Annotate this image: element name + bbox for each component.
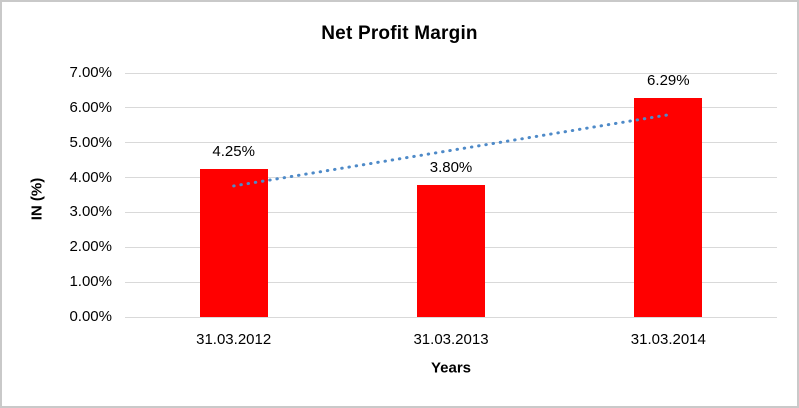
x-tick-label: 31.03.2012 (196, 331, 272, 348)
x-tick-label: 31.03.2013 (413, 331, 489, 348)
bar-data-label: 3.80% (429, 158, 473, 176)
y-tick-label: 4.00% (69, 168, 112, 186)
bar-31.03.2014 (634, 97, 703, 317)
y-tick-label: 3.00% (69, 203, 112, 221)
bar-31.03.2013 (417, 184, 485, 317)
bar-data-label: 4.25% (212, 142, 255, 160)
y-tick-label: 7.00% (69, 64, 112, 81)
y-tick-label: 1.00% (69, 273, 112, 291)
gridline (125, 72, 777, 74)
bar-31.03.2012 (199, 168, 268, 317)
gridline (125, 316, 777, 318)
x-tick-label: 31.03.2014 (630, 331, 706, 348)
y-tick-label: 5.00% (69, 133, 112, 151)
gridline (125, 107, 777, 109)
bar-data-label: 6.29% (647, 71, 690, 89)
y-tick-label: 6.00% (69, 98, 112, 116)
y-tick-label: 2.00% (69, 238, 112, 256)
chart-title: Net Profit Margin (321, 23, 478, 44)
x-axis-title: Years (430, 359, 472, 377)
y-tick-label: 0.00% (69, 308, 112, 325)
